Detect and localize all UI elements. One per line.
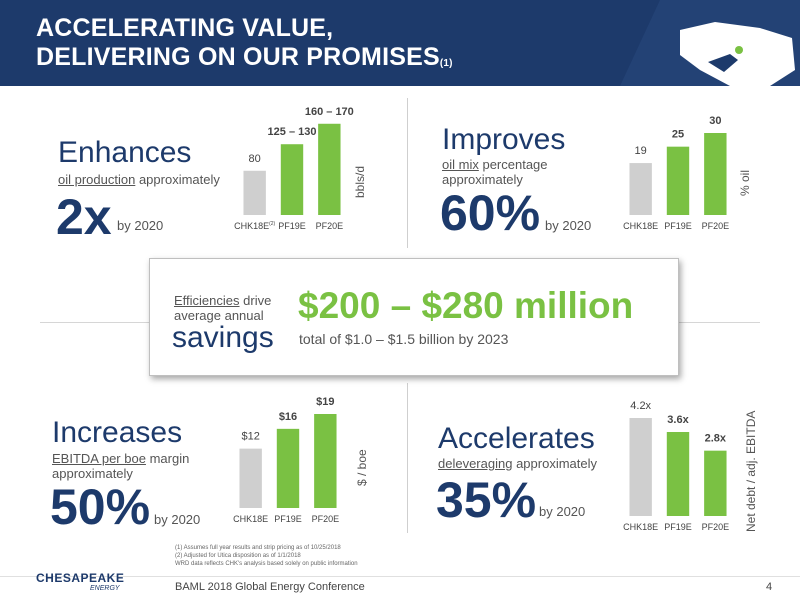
bar-chart-svg: 19 CHK18E 25 PF19E 30 PF20E xyxy=(623,115,730,231)
footnote-1: (1) Assumes full year results and strip … xyxy=(175,545,341,551)
category-label: PF19E xyxy=(274,514,302,524)
y-axis-label: $ / boe xyxy=(355,449,369,486)
panel-metric: EBITDA per boe margin approximately xyxy=(52,451,190,481)
bar-chk18e xyxy=(629,418,652,516)
data-label: 19 xyxy=(635,145,647,157)
footer-divider xyxy=(0,576,800,577)
data-label: 160 – 170 xyxy=(305,106,354,118)
callout-efficiencies: Efficiencies drive average annual xyxy=(174,293,272,323)
footnote-2: (2) Adjusted for Utica disposition as of… xyxy=(175,553,301,559)
bar-chart-svg: 80 CHK18E(2) 125 – 130 PF19E 160 – 170 PF20E xyxy=(234,106,354,231)
category-label: PF20E xyxy=(702,522,730,532)
savings-callout: Efficiencies drive average annual saving… xyxy=(149,258,679,376)
panel-by: by 2020 xyxy=(154,512,201,527)
chart-oil-production: 80 CHK18E(2) 125 – 130 PF19E 160 – 170 PF20E xyxy=(234,95,354,236)
panel-title: Increases xyxy=(52,416,183,449)
chesapeake-logo: CHESAPEAKE ENERGY xyxy=(36,571,125,592)
panel-by: by 2020 xyxy=(117,218,164,233)
bar-pf19e xyxy=(666,432,690,516)
data-label: 4.2x xyxy=(630,400,651,412)
vertical-divider-top xyxy=(407,98,408,248)
category-label: PF20E xyxy=(702,221,730,231)
footnote-3: WRD data reflects CHK's analysis based s… xyxy=(175,561,358,567)
data-label: $12 xyxy=(241,431,259,443)
bar-pf19e xyxy=(666,146,690,215)
y-axis-label: Net debt / adj. EBITDA xyxy=(744,410,758,532)
data-label: 2.8x xyxy=(705,433,727,445)
panel-value: 50% xyxy=(50,479,151,535)
page-number: 4 xyxy=(766,581,773,593)
data-label: $19 xyxy=(316,396,334,408)
data-label: 30 xyxy=(709,115,721,127)
bar-pf20e xyxy=(318,123,341,215)
chart-oil-mix: 19 CHK18E 25 PF19E 30 PF20E xyxy=(622,107,734,236)
panel-metric: oil mix percentage approximately xyxy=(442,157,548,187)
bar-chart-svg: 4.2x CHK18E 3.6x PF19E 2.8x PF20E xyxy=(623,400,730,532)
data-label: 125 – 130 xyxy=(268,126,317,138)
data-label: 25 xyxy=(672,129,684,141)
bar-pf19e xyxy=(276,428,300,508)
category-label: CHK18E(2) xyxy=(234,221,275,231)
category-label: PF19E xyxy=(278,221,306,231)
data-label: $16 xyxy=(279,411,297,423)
panel-metric: oil production approximately xyxy=(58,172,220,187)
y-axis-label: % oil xyxy=(738,169,752,196)
panel-by: by 2020 xyxy=(539,504,586,519)
texas-map-icon xyxy=(620,0,800,86)
callout-amount: $200 – $280 million xyxy=(298,285,634,326)
category-label: PF20E xyxy=(316,221,344,231)
bar-pf20e xyxy=(704,133,727,215)
chart-leverage: 4.2x CHK18E 3.6x PF19E 2.8x PF20E xyxy=(622,392,734,537)
panel-by: by 2020 xyxy=(545,218,592,233)
bar-chart-svg: $12 CHK18E $16 PF19E $19 PF20E xyxy=(233,396,340,524)
slide-title: ACCELERATING VALUE, DELIVERING ON OUR PR… xyxy=(36,14,453,71)
panel-title: Improves xyxy=(442,123,566,156)
bar-pf20e xyxy=(314,414,337,508)
bar-chk18e xyxy=(239,448,262,508)
panel-value: 2x xyxy=(56,189,112,245)
bar-chk18e xyxy=(243,170,266,215)
panel-value: 35% xyxy=(436,472,537,528)
category-label: CHK18E xyxy=(623,221,658,231)
panel-value: 60% xyxy=(440,185,541,241)
panel-metric: deleveraging approximately xyxy=(438,456,598,471)
bar-chk18e xyxy=(629,163,652,215)
title-banner: ACCELERATING VALUE, DELIVERING ON OUR PR… xyxy=(0,0,800,86)
category-label: PF19E xyxy=(664,221,692,231)
category-label: PF20E xyxy=(312,514,340,524)
data-label: 3.6x xyxy=(667,414,689,426)
vertical-divider-bottom xyxy=(407,383,408,533)
callout-total: total of $1.0 – $1.5 billion by 2023 xyxy=(299,331,509,347)
bar-pf20e xyxy=(704,450,727,516)
panel-title: Accelerates xyxy=(438,422,595,455)
chart-ebitda-per-boe: $12 CHK18E $16 PF19E $19 PF20E xyxy=(232,388,344,529)
data-label: 80 xyxy=(249,153,261,165)
category-label: PF19E xyxy=(664,522,692,532)
y-axis-label: bbls/d xyxy=(353,165,367,198)
category-label: CHK18E xyxy=(233,514,268,524)
category-label: CHK18E xyxy=(623,522,658,532)
callout-savings: savings xyxy=(172,321,274,354)
bar-pf19e xyxy=(280,144,304,215)
panel-title: Enhances xyxy=(58,136,192,169)
conference-name: BAML 2018 Global Energy Conference xyxy=(175,581,365,593)
